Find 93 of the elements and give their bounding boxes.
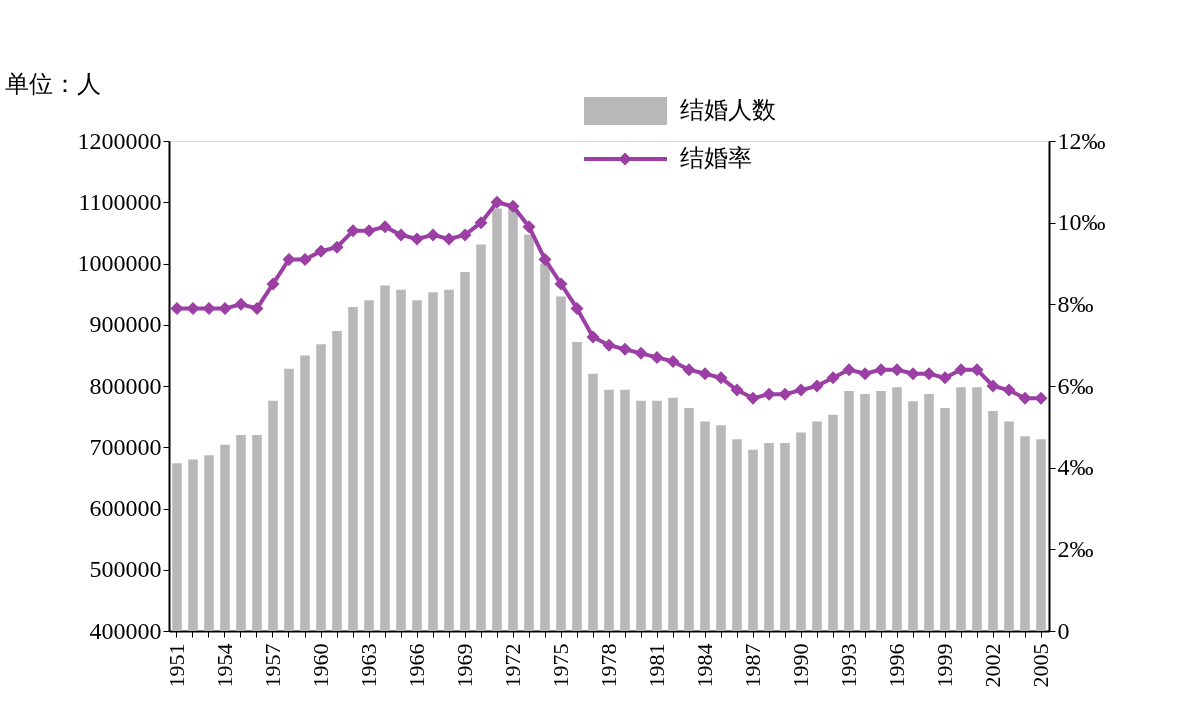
point — [794, 383, 808, 397]
point — [842, 363, 856, 377]
x-tick-label: 1963 — [356, 643, 381, 688]
point — [506, 199, 520, 213]
point — [266, 277, 280, 291]
y-tick-label: 1000000 — [77, 250, 162, 276]
point — [410, 232, 424, 246]
y2-tick-label: 6‰ — [1057, 372, 1094, 399]
point — [378, 220, 392, 234]
point — [618, 342, 632, 356]
point — [186, 301, 200, 315]
y-tick-label: 1100000 — [78, 188, 162, 215]
point — [810, 379, 824, 393]
point — [170, 301, 184, 315]
x-tick-label: 1978 — [596, 643, 621, 688]
point — [1018, 391, 1032, 405]
x-tick-label: 1975 — [548, 643, 573, 688]
point — [746, 391, 760, 405]
point — [666, 354, 680, 369]
y2-tick-label: 0 — [1057, 617, 1070, 644]
x-tick-label: 1987 — [740, 643, 765, 688]
x-tick-label: 1957 — [260, 643, 285, 688]
point — [762, 387, 776, 401]
point — [874, 363, 888, 377]
point — [1034, 391, 1048, 405]
y2-tick-label: 2‰ — [1057, 535, 1094, 562]
point — [458, 228, 472, 242]
point — [314, 244, 328, 258]
y-tick-label: 900000 — [89, 311, 162, 338]
y-tick-label: 500000 — [89, 556, 162, 583]
x-tick-label: 1996 — [884, 643, 909, 688]
x-tick-label: 1951 — [164, 643, 189, 688]
point — [890, 363, 904, 377]
x-tick-label: 1999 — [932, 643, 957, 688]
point — [522, 220, 536, 234]
point — [586, 330, 600, 344]
point — [426, 228, 440, 242]
x-tick-label: 1993 — [836, 643, 861, 688]
y-tick-label: 600000 — [89, 495, 162, 521]
x-tick-label: 1954 — [212, 643, 237, 688]
point — [826, 371, 840, 385]
point — [218, 301, 232, 315]
point — [922, 367, 936, 381]
point — [682, 363, 696, 377]
point — [362, 224, 376, 238]
legend-label: 结婚人数 — [680, 96, 776, 124]
x-tick-label: 2002 — [980, 643, 1005, 688]
x-tick-label: 1972 — [500, 643, 525, 688]
point — [778, 387, 792, 401]
point — [474, 216, 488, 230]
x-tick-label: 1966 — [404, 643, 429, 688]
x-tick-label: 1984 — [692, 643, 717, 688]
point — [538, 252, 552, 266]
point — [906, 367, 920, 381]
point — [858, 367, 872, 381]
x-tick-label: 1960 — [308, 643, 333, 688]
point — [650, 350, 664, 364]
y2-tick-label: 8‰ — [1057, 290, 1094, 317]
point — [282, 252, 296, 266]
point — [986, 379, 1000, 393]
point — [554, 277, 568, 291]
point — [730, 383, 744, 397]
point — [330, 240, 344, 254]
x-tick-label: 1990 — [788, 643, 813, 688]
y-tick-label: 700000 — [89, 433, 162, 460]
point — [634, 346, 648, 360]
y-tick-label: 800000 — [89, 372, 162, 399]
y-axis-title: 单位：人 — [4, 70, 101, 97]
y2-tick-label: 4‰ — [1057, 454, 1094, 481]
point — [234, 297, 248, 311]
point — [394, 228, 408, 242]
point — [202, 301, 216, 315]
point — [698, 367, 712, 381]
y-tick-label: 400000 — [89, 617, 162, 644]
point — [250, 301, 264, 315]
legend-label: 结婚率 — [680, 144, 752, 172]
x-tick-label: 2005 — [1028, 643, 1053, 688]
x-tick-label: 1981 — [644, 643, 669, 688]
y2-tick-label: 12‰ — [1057, 127, 1106, 154]
point — [490, 195, 504, 209]
point — [298, 252, 312, 266]
point — [602, 338, 616, 352]
point — [442, 232, 456, 246]
point — [938, 371, 952, 385]
point — [346, 224, 360, 238]
y2-tick-label: 10‰ — [1057, 209, 1106, 236]
point — [970, 363, 984, 377]
point — [954, 363, 968, 377]
point — [714, 371, 728, 385]
x-tick-label: 1969 — [452, 643, 477, 688]
y-tick-label: 1200000 — [77, 127, 162, 154]
point — [570, 301, 584, 315]
point — [1002, 383, 1016, 397]
